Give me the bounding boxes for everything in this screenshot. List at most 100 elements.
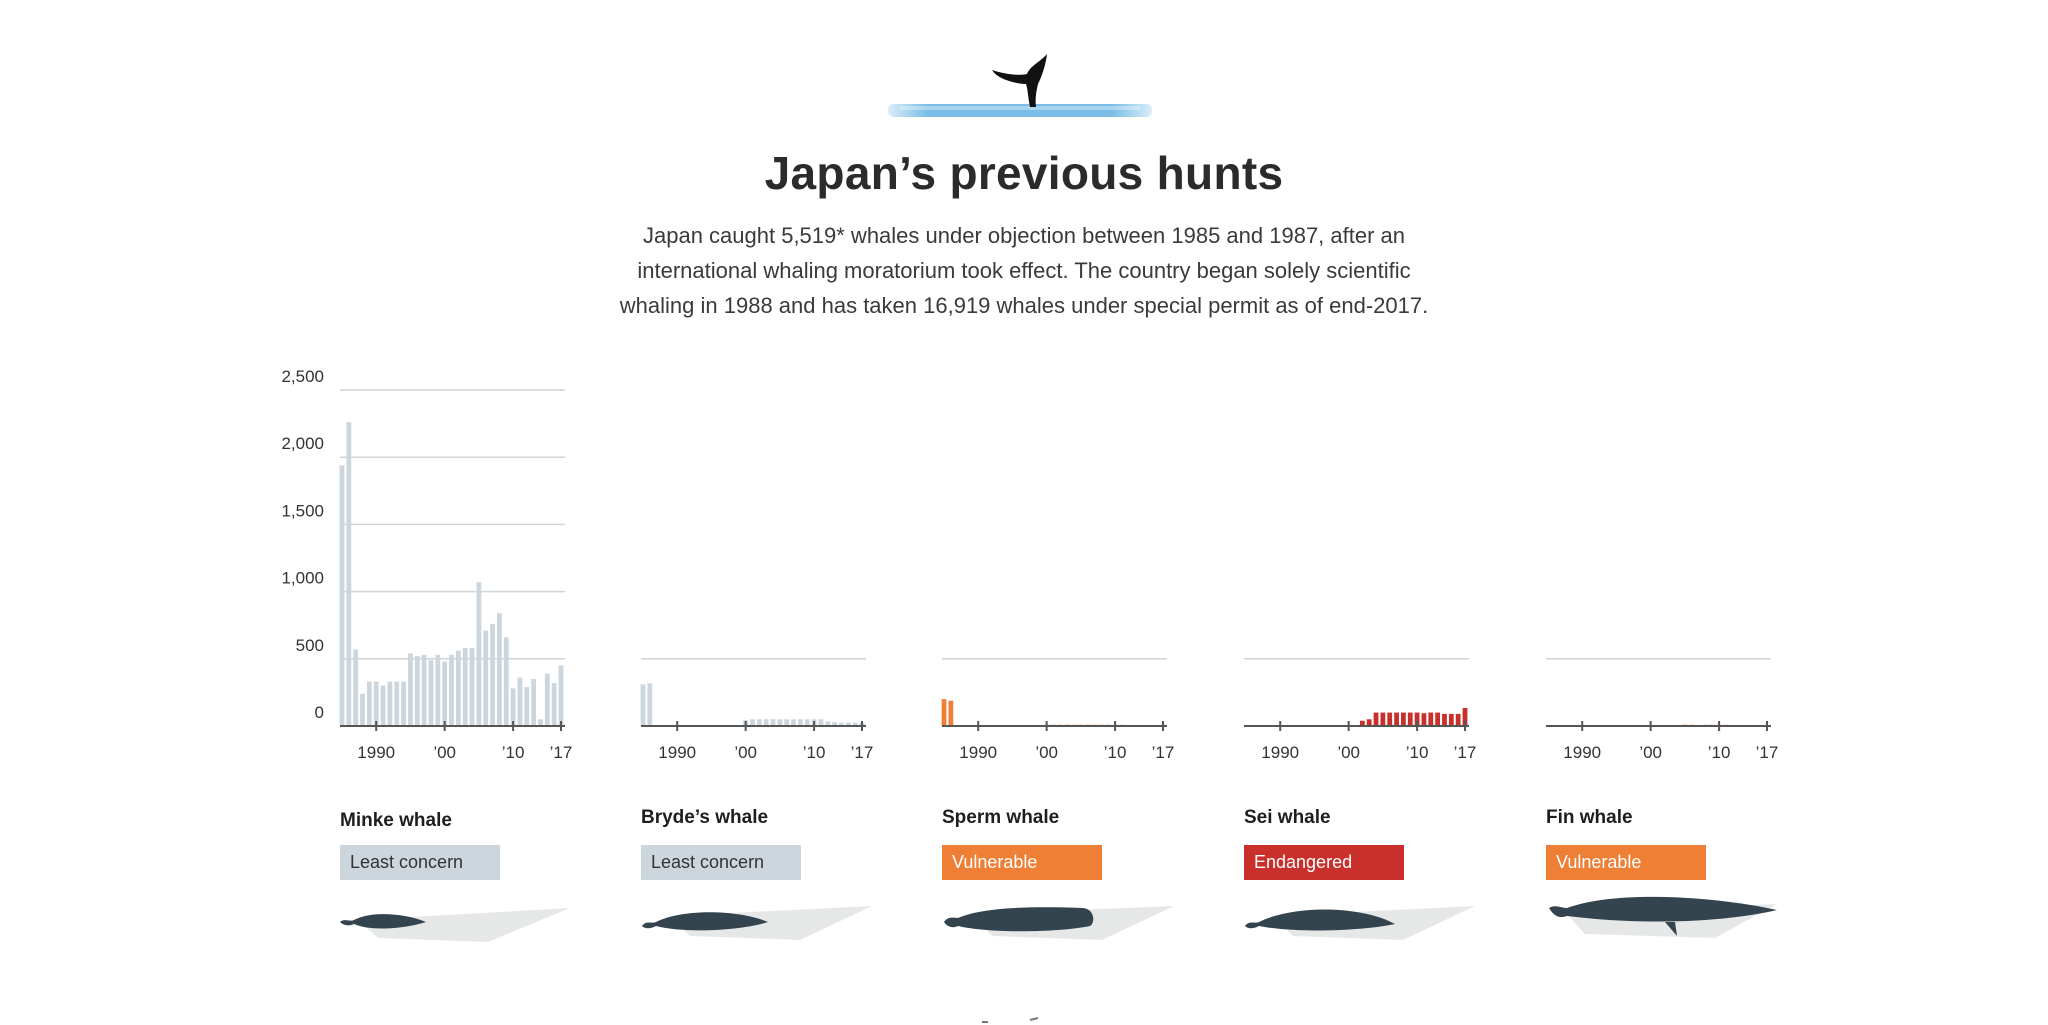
- bar: [387, 681, 393, 726]
- decorative-mark: [982, 1017, 1039, 1023]
- bar: [839, 722, 844, 726]
- bar: [1359, 720, 1365, 726]
- bar: [1387, 712, 1393, 726]
- x-tick-label: ’10: [803, 743, 826, 762]
- intro-text: Japan caught 5,519* whales under objecti…: [619, 223, 1429, 318]
- bar: [1401, 712, 1406, 726]
- y-tick-label: 0: [315, 703, 324, 722]
- bar: [476, 582, 482, 726]
- species-name: Sei whale: [1244, 807, 1331, 828]
- bar: [469, 648, 475, 726]
- bar: [531, 678, 537, 726]
- bar: [784, 719, 790, 726]
- bar: [435, 654, 441, 726]
- bar: [1462, 707, 1468, 726]
- bar: [845, 722, 851, 726]
- status-badge: Vulnerable: [942, 845, 1102, 880]
- bar: [1380, 712, 1386, 726]
- bar: [1414, 712, 1420, 726]
- x-tick-label: ’17: [1756, 743, 1779, 762]
- minke-whale-icon: [340, 908, 570, 942]
- bar: [401, 681, 406, 726]
- bar: [798, 719, 803, 726]
- y-tick-label: 2,000: [281, 434, 324, 453]
- bar: [1394, 712, 1399, 726]
- bar: [948, 700, 954, 726]
- x-tick-label: 1990: [658, 743, 696, 762]
- x-tick-label: ’00: [433, 743, 456, 762]
- x-tick-label: ’17: [1152, 743, 1175, 762]
- bar: [442, 661, 448, 726]
- y-tick-label: 1,500: [281, 501, 324, 520]
- bar: [1455, 713, 1461, 726]
- bar: [804, 719, 810, 726]
- bar: [483, 630, 489, 726]
- bar: [339, 465, 345, 726]
- bar: [750, 719, 755, 726]
- bar: [373, 681, 379, 726]
- bar: [852, 722, 858, 726]
- x-tick-label: 1990: [1563, 743, 1601, 762]
- bar: [524, 687, 530, 726]
- species-name: Sperm whale: [942, 807, 1060, 828]
- bar: [421, 654, 427, 726]
- sei-whale-icon: [1245, 906, 1475, 940]
- x-tick-label: 1990: [357, 743, 395, 762]
- x-tick-label: ’10: [1104, 743, 1127, 762]
- bar: [763, 719, 769, 726]
- bar: [1366, 719, 1372, 726]
- bar: [414, 656, 420, 726]
- bar: [770, 719, 776, 726]
- x-tick-label: ’17: [851, 743, 874, 762]
- bar: [380, 685, 386, 726]
- x-tick-label: ’10: [1406, 743, 1429, 762]
- bar: [462, 648, 468, 726]
- bar: [394, 681, 400, 726]
- status-badge: Endangered: [1244, 845, 1404, 880]
- bar: [647, 683, 653, 726]
- y-tick-label: 1,000: [281, 569, 324, 588]
- x-tick-label: ’00: [734, 743, 757, 762]
- bar: [449, 654, 454, 726]
- species-name: Minke whale: [340, 810, 452, 831]
- sperm-whale-icon: [944, 906, 1174, 940]
- chart-panel: 1990 ’00 ’10 ’17: [1244, 658, 1476, 762]
- bar: [941, 699, 947, 726]
- x-tick-label: ’00: [1639, 743, 1662, 762]
- bar: [497, 613, 502, 726]
- status-badge: Least concern: [641, 845, 801, 880]
- chart-panel: 1990 ’00 ’10 ’17: [640, 658, 874, 762]
- bar: [1442, 713, 1447, 726]
- x-tick-label: ’17: [550, 743, 573, 762]
- bar: [360, 693, 365, 726]
- x-tick-label: ’10: [1708, 743, 1731, 762]
- bar: [408, 653, 413, 726]
- bar: [538, 719, 543, 726]
- bar: [517, 677, 523, 726]
- bar: [428, 660, 434, 726]
- bar: [832, 722, 838, 726]
- bar: [1435, 712, 1441, 726]
- bar: [551, 682, 557, 726]
- bar: [791, 719, 796, 726]
- bar: [558, 665, 564, 726]
- bar: [640, 684, 646, 726]
- bar: [353, 649, 359, 726]
- y-tick-label: 500: [296, 636, 324, 655]
- bar: [1421, 713, 1427, 726]
- bar: [1448, 713, 1454, 726]
- x-tick-label: 1990: [1261, 743, 1299, 762]
- y-tick-label: 2,500: [281, 367, 324, 386]
- bar: [490, 623, 495, 726]
- bar: [366, 681, 372, 726]
- bar: [825, 721, 831, 726]
- x-tick-label: ’00: [1337, 743, 1360, 762]
- bar: [455, 650, 461, 726]
- bar: [346, 422, 352, 726]
- species-name: Fin whale: [1546, 807, 1633, 828]
- status-badge: Vulnerable: [1546, 845, 1706, 880]
- x-tick-label: 1990: [959, 743, 997, 762]
- bar: [1373, 712, 1379, 726]
